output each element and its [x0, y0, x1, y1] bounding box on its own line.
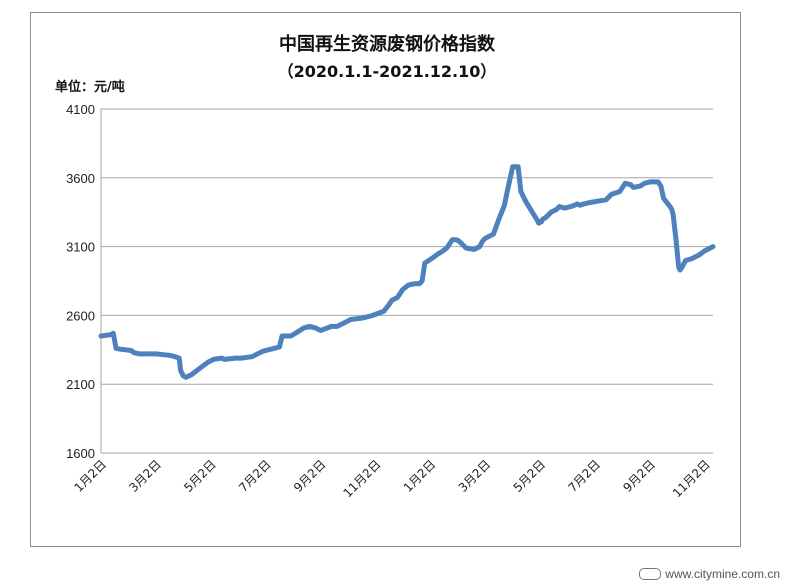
series-line-steel-index: [98, 164, 716, 380]
y-tick-label: 4100: [66, 102, 95, 117]
x-tick-label: 7月2日: [565, 457, 603, 495]
watermark-text: www.citymine.com.cn: [665, 567, 780, 581]
y-tick-label: 3600: [66, 171, 95, 186]
chart-title: 中国再生资源废钢价格指数: [279, 33, 496, 55]
x-tick-label: 1月2日: [401, 457, 439, 495]
grid-lines: [100, 108, 713, 454]
x-tick-label: 7月2日: [236, 457, 274, 495]
x-tick-label: 11月2日: [670, 457, 713, 500]
x-tick-label: 5月2日: [181, 457, 219, 495]
x-tick-label: 9月2日: [620, 457, 658, 495]
x-axis-ticks: 1月2日 3月2日 5月2日 7月2日 9月2日 11月2日 1月2日 3月2日 5月2日 7月2…: [71, 457, 712, 500]
y-tick-label: 3100: [66, 240, 95, 255]
x-tick-label: 5月2日: [511, 457, 549, 495]
y-tick-label: 2100: [66, 377, 95, 392]
y-axis-ticks: 1600 2100 2600 3100 3600 4100: [66, 102, 95, 461]
line-chart: 中国再生资源废钢价格指数 （2020.1.1-2021.12.10） 单位：元/…: [55, 33, 716, 500]
x-tick-label: 1月2日: [71, 457, 109, 495]
citymine-logo-icon: [639, 568, 662, 580]
y-tick-label: 1600: [66, 446, 95, 461]
x-tick-label: 3月2日: [456, 457, 494, 495]
y-tick-label: 2600: [66, 308, 95, 323]
x-tick-label: 3月2日: [126, 457, 164, 495]
x-tick-label: 9月2日: [291, 457, 329, 495]
unit-label: 单位：元/吨: [55, 79, 125, 95]
chart-frame: 中国再生资源废钢价格指数 （2020.1.1-2021.12.10） 单位：元/…: [30, 12, 741, 547]
watermark: www.citymine.com.cn: [639, 567, 780, 581]
x-tick-label: 11月2日: [340, 457, 383, 500]
chart-subtitle: （2020.1.1-2021.12.10）: [278, 62, 497, 81]
